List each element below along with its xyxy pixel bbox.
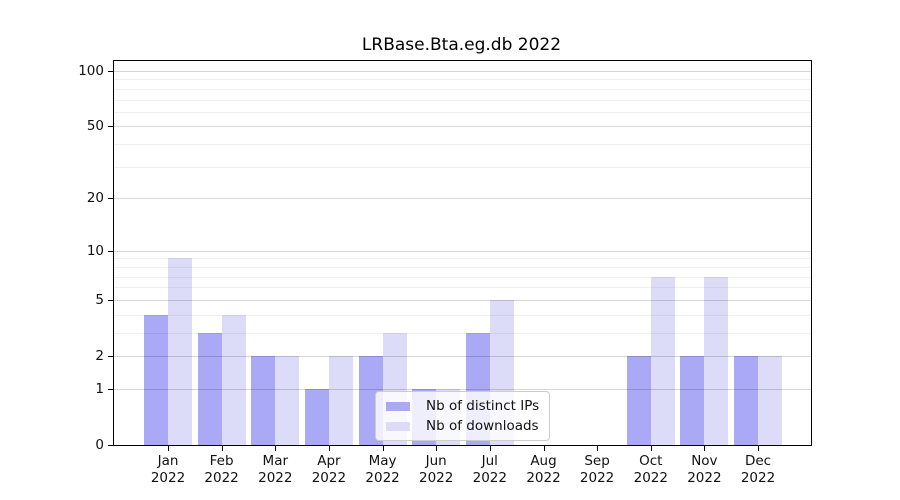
x-axis-tick [543,446,545,451]
legend-label-downloads: Nb of downloads [426,418,539,434]
bar-distinct-ips-mar [251,356,276,445]
bar-downloads-jan [168,258,192,445]
x-tick-label-oct: Oct 2022 [633,453,668,486]
legend-item-distinct-ips: Nb of distinct IPs [386,398,539,414]
x-tick-label-mar: Mar 2022 [258,453,293,486]
y-axis-tick [108,445,113,446]
x-axis-tick [489,446,491,451]
bar-downloads-feb [221,314,246,445]
bar-downloads-nov [704,276,729,445]
y-tick-label: 2 [95,348,104,364]
y-tick-label: 1 [95,380,104,397]
x-axis-tick [704,446,706,451]
x-axis-tick [650,446,652,451]
bar-downloads-dec [758,356,783,445]
y-tick-label: 20 [86,190,104,207]
y-axis-tick [108,250,113,252]
x-tick-label-aug: Aug 2022 [526,453,561,486]
x-axis-tick [328,446,330,451]
x-tick-label-dec: Dec 2022 [740,453,776,486]
bar-downloads-mar [275,356,300,445]
y-axis-tick [108,70,113,72]
plot-area: Nb of distinct IPs Nb of downloads [113,60,812,446]
bar-downloads-oct [650,276,675,445]
bar-distinct-ips-oct [626,356,651,445]
x-axis-tick [275,446,277,451]
x-axis-tick [221,446,223,451]
x-axis-tick [758,446,759,451]
legend-swatch-distinct-ips [386,401,410,411]
x-tick-label-nov: Nov 2022 [687,453,722,486]
x-tick-label-feb: Feb 2022 [204,453,239,486]
bar-distinct-ips-jan [144,314,168,445]
x-tick-label-jul: Jul 2022 [472,453,507,486]
legend-swatch-downloads [386,421,410,431]
y-tick-label: 10 [86,242,104,259]
y-tick-label: 5 [95,291,104,308]
y-axis-tick [108,299,113,301]
bar-distinct-ips-feb [197,332,222,445]
x-axis-tick [382,446,384,451]
y-axis-tick [108,198,113,200]
x-axis-tick [168,446,169,451]
x-axis-tick [436,446,438,451]
x-tick-label-sep: Sep 2022 [579,453,615,486]
bar-distinct-ips-dec [734,356,759,445]
bar-distinct-ips-nov [680,356,705,445]
x-tick-label-jan: Jan 2022 [150,453,186,486]
bar-downloads-apr [328,356,353,445]
chart-title: LRBase.Bta.eg.db 2022 [361,35,562,55]
y-axis-tick [108,126,113,128]
y-tick-label: 0 [95,437,104,453]
legend-label-distinct-ips: Nb of distinct IPs [426,398,540,414]
y-axis-tick [108,356,113,357]
x-tick-label-apr: Apr 2022 [311,453,347,486]
bar-distinct-ips-apr [304,388,329,445]
legend: Nb of distinct IPs Nb of downloads [375,391,551,441]
x-axis-tick [597,446,599,451]
y-tick-label: 50 [86,118,104,135]
y-axis-tick [108,388,113,390]
y-tick-label: 100 [78,62,104,79]
legend-item-downloads: Nb of downloads [386,418,539,434]
bars-layer [114,61,811,445]
x-tick-label-may: May 2022 [365,453,400,486]
x-tick-label-jun: Jun 2022 [419,453,454,486]
